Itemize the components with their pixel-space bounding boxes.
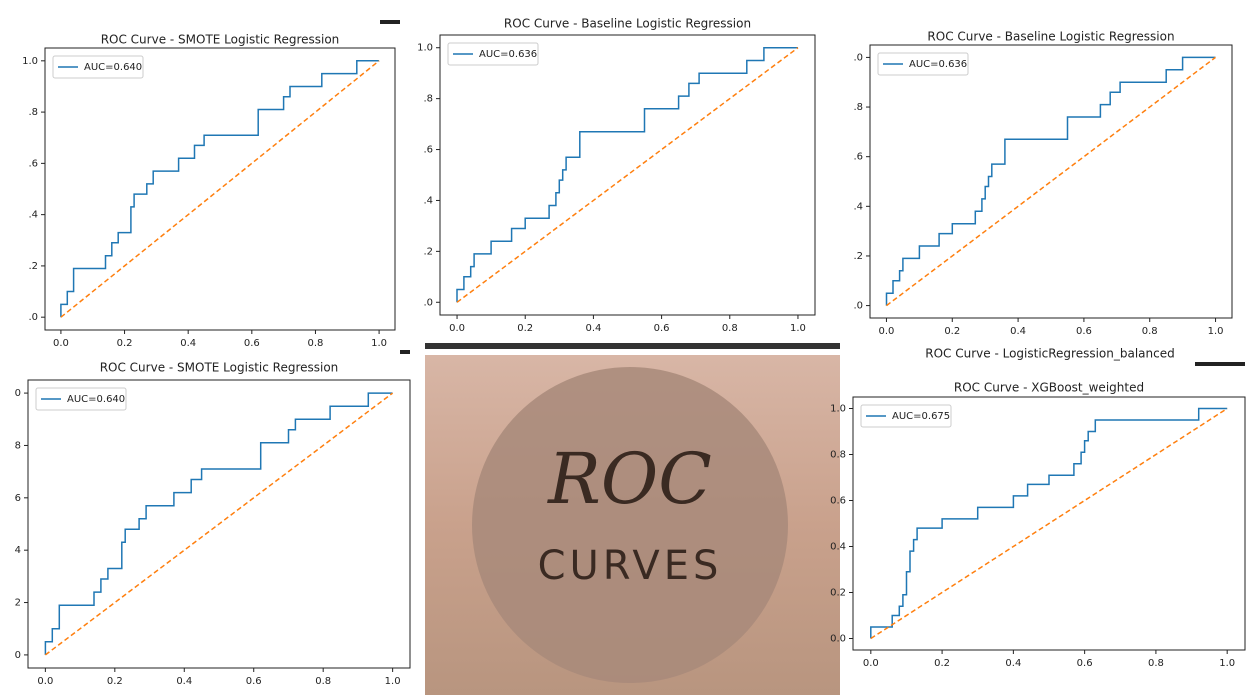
y-tick-label: 1.0	[830, 404, 846, 415]
x-tick-label: 0.0	[449, 323, 465, 334]
center-circle	[472, 367, 788, 683]
y-tick-label: 8	[15, 440, 21, 451]
x-tick-label: 0.4	[1005, 658, 1021, 669]
x-tick-label: 0.4	[1010, 326, 1026, 337]
x-tick-label: 0.6	[246, 676, 262, 687]
x-tick-label: 0.8	[308, 338, 324, 349]
x-tick-label: 0.4	[585, 323, 601, 334]
x-tick-label: 0.6	[1077, 658, 1093, 669]
x-tick-label: 0.8	[1142, 326, 1158, 337]
y-tick-label: .0	[28, 312, 38, 323]
legend-label: AUC=0.636	[479, 49, 537, 60]
legend-label: AUC=0.640	[84, 62, 142, 73]
y-tick-label: 0	[15, 388, 21, 399]
x-tick-label: 1.0	[371, 338, 387, 349]
x-tick-label: 0.2	[117, 338, 133, 349]
y-tick-label: 2	[15, 598, 21, 609]
y-tick-label: 0	[15, 650, 21, 661]
x-tick-label: 0.0	[53, 338, 69, 349]
legend-label: AUC=0.636	[909, 59, 967, 70]
x-tick-label: 1.0	[1208, 326, 1224, 337]
x-tick-label: 0.4	[180, 338, 196, 349]
extra-title: ROC Curve - LogisticRegression_balanced	[925, 347, 1175, 361]
y-tick-label: 1.0	[417, 43, 433, 54]
y-tick-label: .0	[853, 301, 863, 312]
x-tick-label: 1.0	[790, 323, 806, 334]
y-tick-label: .8	[853, 102, 863, 113]
x-tick-label: 0.6	[654, 323, 670, 334]
y-tick-label: 6	[15, 493, 21, 504]
center-script-title: ROC	[546, 438, 712, 520]
x-tick-label: 0.0	[863, 658, 879, 669]
x-tick-label: 0.8	[315, 676, 331, 687]
x-tick-label: 1.0	[385, 676, 401, 687]
x-tick-label: 0.8	[722, 323, 738, 334]
x-tick-label: 0.4	[176, 676, 192, 687]
y-tick-label: 4	[15, 545, 21, 556]
collage: ROC CURVES ROC Curve - LogisticRegressio…	[0, 0, 1252, 695]
decoration-bar	[400, 350, 410, 354]
x-tick-label: 1.0	[1219, 658, 1235, 669]
x-tick-label: 0.0	[37, 676, 53, 687]
legend-label: AUC=0.640	[67, 394, 125, 405]
decoration-bar	[380, 20, 400, 24]
x-tick-label: 0.0	[879, 326, 895, 337]
y-tick-label: .0	[423, 297, 433, 308]
y-tick-label: .6	[853, 152, 863, 163]
y-tick-label: .2	[423, 246, 433, 257]
y-tick-label: 0.8	[830, 450, 846, 461]
y-tick-label: .8	[28, 107, 38, 118]
y-tick-label: 0.6	[830, 496, 846, 507]
legend-label: AUC=0.675	[892, 411, 950, 422]
x-tick-label: 0.6	[244, 338, 260, 349]
y-tick-label: .4	[853, 201, 863, 212]
y-tick-label: .8	[423, 94, 433, 105]
y-tick-label: .4	[28, 210, 38, 221]
decoration-bar	[1195, 362, 1245, 366]
y-tick-label: 0.4	[830, 542, 846, 553]
x-tick-label: 0.2	[934, 658, 950, 669]
divider	[425, 343, 840, 349]
y-tick-label: .6	[423, 145, 433, 156]
chart-title: ROC Curve - Baseline Logistic Regression	[927, 30, 1174, 44]
x-tick-label: 0.2	[517, 323, 533, 334]
y-tick-label: .4	[423, 195, 433, 206]
chart-title: ROC Curve - SMOTE Logistic Regression	[101, 33, 340, 47]
y-tick-label: .0	[853, 52, 863, 63]
chart-title: ROC Curve - Baseline Logistic Regression	[504, 17, 751, 31]
chart-title: ROC Curve - XGBoost_weighted	[954, 381, 1144, 395]
x-tick-label: 0.2	[107, 676, 123, 687]
y-tick-label: .6	[28, 158, 38, 169]
x-tick-label: 0.2	[944, 326, 960, 337]
y-tick-label: .2	[28, 261, 38, 272]
y-tick-label: .2	[853, 251, 863, 262]
y-tick-label: 1.0	[22, 56, 38, 67]
center-subtitle: CURVES	[538, 543, 723, 589]
chart-title: ROC Curve - SMOTE Logistic Regression	[100, 361, 339, 375]
y-tick-label: 0.0	[830, 634, 846, 645]
x-tick-label: 0.6	[1076, 326, 1092, 337]
x-tick-label: 0.8	[1148, 658, 1164, 669]
y-tick-label: 0.2	[830, 588, 846, 599]
